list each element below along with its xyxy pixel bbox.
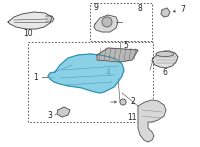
Polygon shape [152, 51, 178, 68]
Polygon shape [57, 107, 70, 117]
Polygon shape [138, 100, 166, 142]
Circle shape [102, 17, 112, 27]
Text: 1: 1 [34, 72, 38, 81]
Polygon shape [8, 12, 52, 29]
Polygon shape [161, 8, 170, 17]
Text: 5: 5 [124, 41, 128, 50]
Text: 6: 6 [163, 67, 167, 76]
Text: 3: 3 [48, 111, 52, 120]
Text: 11: 11 [127, 113, 137, 122]
Bar [28, 42, 153, 122]
Polygon shape [94, 15, 118, 32]
Text: 2: 2 [131, 97, 135, 106]
Circle shape [120, 99, 126, 105]
Text: 4: 4 [106, 67, 110, 76]
Text: 10: 10 [23, 29, 33, 37]
Bar [90, 3, 152, 41]
Polygon shape [48, 54, 124, 93]
Text: 7: 7 [181, 5, 185, 14]
Text: 8: 8 [138, 4, 142, 12]
Polygon shape [97, 48, 138, 62]
Text: 9: 9 [94, 2, 98, 11]
Polygon shape [46, 16, 54, 22]
Ellipse shape [156, 51, 174, 56]
